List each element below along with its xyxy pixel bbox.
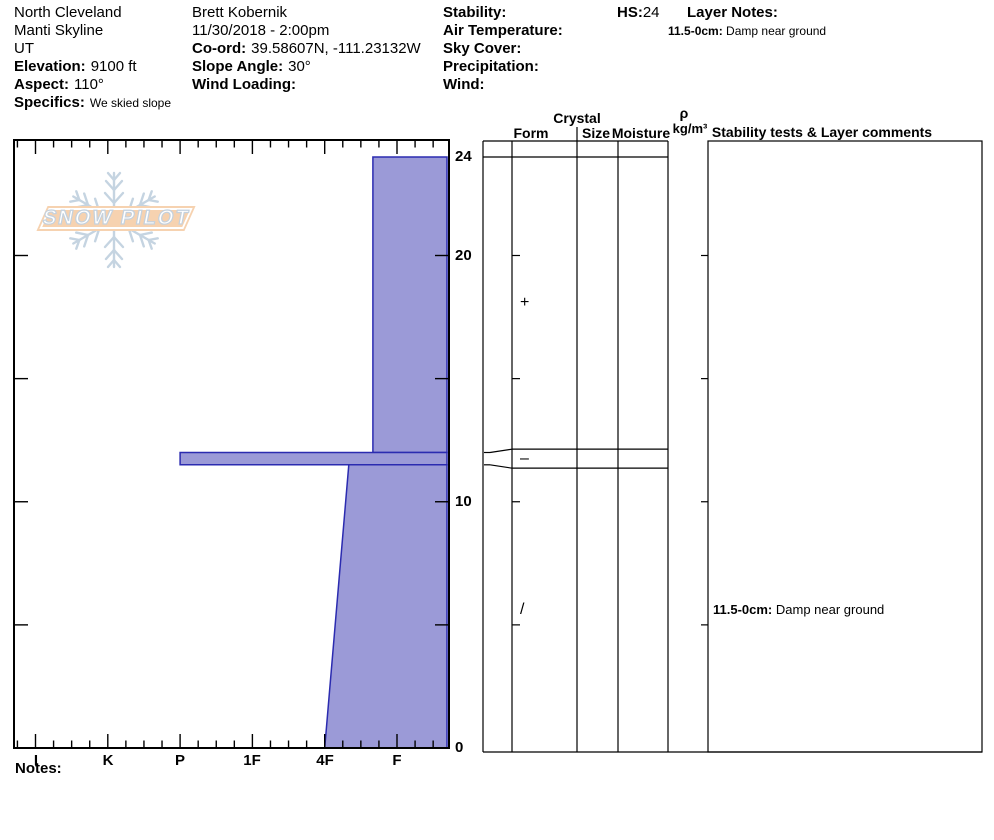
layer-note-range: 11.5-0cm:: [668, 24, 723, 38]
density-header-rho: ρ: [679, 105, 689, 121]
notes-label: Notes:: [15, 760, 62, 777]
specifics-label: Specifics:: [14, 94, 85, 111]
snow-layer-bar-2: [323, 464, 448, 749]
observation-datetime: 11/30/2018 - 2:00pm: [192, 22, 330, 39]
snow-layer-bar-1: [179, 451, 448, 466]
hardness-axis-label-I: I: [33, 752, 39, 769]
depth-axis-label-24: 24: [455, 148, 472, 165]
stability-label: Stability:: [443, 4, 507, 21]
header-observer-block: Brett Kobernik 11/30/2018 - 2:00pm Co-or…: [192, 4, 421, 94]
observer-name: Brett Kobernik: [192, 4, 288, 21]
comments-box: [707, 140, 983, 753]
layer-note-text: Damp near ground: [726, 24, 827, 38]
notes-section-label: Notes:: [15, 760, 62, 778]
layer-comment-text: Damp near ground: [775, 602, 885, 617]
slope-angle-value: 30°: [288, 58, 311, 75]
layer-comment: 11.5-0cm: Damp near ground: [713, 602, 884, 617]
slope-angle-label: Slope Angle:: [192, 58, 284, 75]
hardness-axis-label-P: P: [174, 752, 185, 769]
header-location-block: North Cleveland Manti Skyline UT Elevati…: [14, 4, 171, 112]
aspect-row: Aspect: 110°: [14, 76, 171, 94]
boundary-connector: [489, 448, 513, 454]
location-line1: North Cleveland: [14, 4, 122, 21]
grain-form-symbol-2: /: [520, 601, 525, 618]
hardness-axis-label-F: F: [392, 752, 402, 769]
specifics-row: Specifics: We skied slope: [14, 94, 171, 112]
hs-value: 24: [642, 4, 660, 21]
elevation-row: Elevation: 9100 ft: [14, 58, 171, 76]
slope-angle-row: Slope Angle: 30°: [192, 58, 421, 76]
form-header: Form: [513, 125, 549, 141]
chart-frame: [13, 139, 450, 749]
hardness-axis-label-4F: 4F: [316, 752, 334, 769]
comments-column-header: Stability tests & Layer comments: [711, 124, 933, 140]
hs-row: HS:24: [617, 4, 660, 22]
layer-notes-header: Layer Notes:: [687, 4, 778, 22]
location-line2: Manti Skyline: [14, 22, 104, 39]
moisture-header: Moisture: [611, 125, 671, 141]
wind-loading-row: Wind Loading:: [192, 76, 421, 94]
air-temp-row: Air Temperature:: [443, 22, 563, 40]
specifics-value: We skied slope: [89, 96, 172, 110]
depth-axis-label-10: 10: [455, 493, 472, 510]
air-temp-label: Air Temperature:: [443, 22, 563, 39]
sky-cover-label: Sky Cover:: [443, 40, 522, 57]
precipitation-row: Precipitation:: [443, 58, 563, 76]
grain-form-symbol-0: +: [520, 294, 530, 311]
layer-note-line: 11.5-0cm: Damp near ground: [668, 24, 826, 38]
coord-row: Co-ord: 39.58607N, -111.23132W: [192, 40, 421, 58]
elevation-value: 9100 ft: [90, 58, 137, 75]
hardness-axis-label-K: K: [102, 752, 114, 769]
stability-row: Stability:: [443, 4, 563, 22]
precipitation-label: Precipitation:: [443, 58, 539, 75]
coord-label: Co-ord:: [192, 40, 247, 57]
crystal-header: Crystal: [553, 110, 601, 126]
depth-axis-label-20: 20: [455, 247, 472, 264]
aspect-label: Aspect:: [14, 76, 70, 93]
snow-layer-bar-0: [372, 156, 448, 454]
aspect-value: 110°: [74, 76, 104, 93]
depth-axis-label-0: 0: [455, 739, 464, 756]
size-header: Size: [581, 125, 610, 141]
wind-row: Wind:: [443, 76, 563, 94]
elevation-label: Elevation:: [14, 58, 86, 75]
header-conditions-block: Stability: Air Temperature: Sky Cover: P…: [443, 4, 563, 94]
layer-comment-range: 11.5-0cm:: [713, 602, 773, 617]
layer-notes-label: Layer Notes:: [687, 4, 778, 21]
hs-label: HS:: [617, 4, 643, 21]
snowflake-icon: [67, 171, 161, 269]
sky-cover-row: Sky Cover:: [443, 40, 563, 58]
coord-value: 39.58607N, -111.23132W: [251, 40, 421, 57]
boundary-connector: [489, 464, 513, 469]
hardness-axis-label-1F: 1F: [243, 752, 261, 769]
wind-loading-label: Wind Loading:: [192, 76, 297, 93]
location-state: UT: [14, 40, 34, 57]
density-header-units: kg/m³: [672, 121, 708, 136]
grain-form-symbol-1: –: [520, 450, 529, 467]
wind-label: Wind:: [443, 76, 485, 93]
